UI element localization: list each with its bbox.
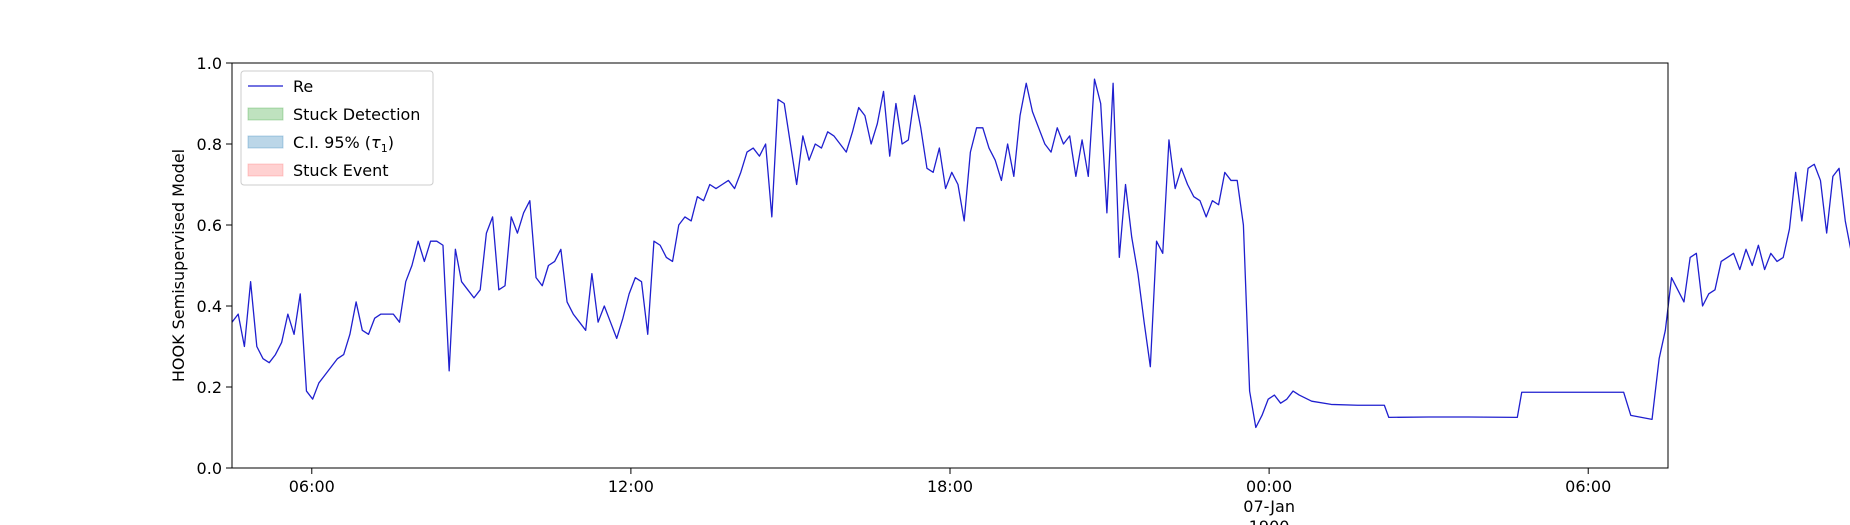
y-tick-label: 0.6 — [197, 216, 222, 235]
legend-label: Stuck Detection — [293, 105, 420, 124]
legend-label: Re — [293, 77, 313, 96]
y-tick-label: 0.0 — [197, 459, 222, 478]
x-tick-year-label: 1900 — [1249, 517, 1290, 525]
x-tick-label: 00:00 — [1246, 477, 1292, 496]
x-tick-label: 06:00 — [1565, 477, 1611, 496]
legend-swatch-patch — [247, 107, 284, 121]
tick-labels: 0.0 0.2 0.4 0.6 0.8 1.0 06:00 12:00 18:00 00:0007… — [197, 54, 1612, 525]
axis-ticks — [226, 62, 1589, 474]
y-tick-label: 0.8 — [197, 135, 222, 154]
y-axis-label: HOOK Semisupervised Model — [169, 149, 188, 382]
series-layer — [231, 78, 1850, 429]
series-line-re — [231, 78, 1850, 429]
y-tick-label: 0.4 — [197, 297, 222, 316]
legend-label: C.I. 95% (τ1) — [293, 133, 394, 155]
legend-label: Stuck Event — [293, 161, 389, 180]
x-tick-label: 18:00 — [927, 477, 973, 496]
x-tick-label: 12:00 — [608, 477, 654, 496]
legend-swatch-patch — [247, 163, 284, 177]
legend: Re Stuck Detection C.I. 95% (τ1) Stuck Even… — [240, 70, 434, 186]
x-tick-label: 06:00 — [289, 477, 335, 496]
x-tick-date-label: 07-Jan — [1243, 497, 1295, 516]
legend-box — [240, 70, 434, 186]
y-tick-label: 0.2 — [197, 378, 222, 397]
y-tick-label: 1.0 — [197, 54, 222, 73]
legend-swatch-patch — [247, 135, 284, 149]
axes-frame — [231, 62, 1669, 469]
